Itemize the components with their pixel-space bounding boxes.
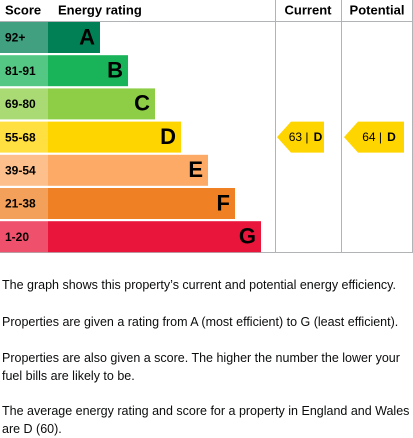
header-bg — [0, 0, 413, 21]
rating-bar — [48, 22, 100, 53]
current-arrow — [277, 121, 324, 153]
paragraph: Properties are also given a score. The h… — [2, 351, 400, 383]
potential-arrow — [344, 121, 404, 153]
paragraph: Properties are given a rating from A (mo… — [2, 315, 399, 329]
score-cell — [0, 22, 48, 53]
score-cell — [0, 121, 48, 153]
rating-letter: C — [134, 91, 150, 116]
epc-chart: Score Energy rating Current Potential 92… — [0, 0, 413, 253]
potential-score: 64 | — [362, 130, 382, 144]
rating-bar — [48, 221, 261, 253]
rating-letter: B — [107, 58, 123, 83]
current-rating: D — [314, 130, 323, 144]
rating-bar — [48, 55, 128, 87]
score-range: 39-54 — [5, 163, 36, 177]
paragraph: The average energy rating and score for … — [2, 404, 410, 436]
rating-letter: E — [188, 157, 203, 182]
header-potential: Potential — [350, 2, 405, 17]
paragraph: The graph shows this property’s current … — [2, 278, 396, 292]
score-range: 55-68 — [5, 130, 36, 144]
rating-letter: G — [239, 224, 256, 249]
score-cell — [0, 221, 48, 253]
score-cell — [0, 154, 48, 186]
rating-bar — [48, 188, 235, 219]
current-score: 63 | — [289, 130, 309, 144]
potential-label: 64 | D — [362, 130, 396, 144]
header-current: Current — [285, 2, 333, 17]
rating-bar — [48, 121, 181, 153]
rating-bar — [48, 88, 155, 120]
rating-letter: F — [217, 190, 230, 215]
potential-rating: D — [387, 130, 396, 144]
score-range: 69-80 — [5, 97, 36, 111]
score-range: 21-38 — [5, 197, 36, 211]
score-cell — [0, 88, 48, 120]
header-score: Score — [5, 2, 41, 17]
score-range: 81-91 — [5, 64, 36, 78]
rating-bar — [48, 154, 208, 186]
score-cell — [0, 55, 48, 87]
rating-letter: A — [79, 24, 95, 49]
current-label: 63 | D — [289, 130, 323, 144]
score-range: 92+ — [5, 31, 25, 45]
header-rating: Energy rating — [58, 2, 142, 17]
rating-letter: D — [160, 124, 176, 149]
score-cell — [0, 188, 48, 219]
score-range: 1-20 — [5, 230, 29, 244]
